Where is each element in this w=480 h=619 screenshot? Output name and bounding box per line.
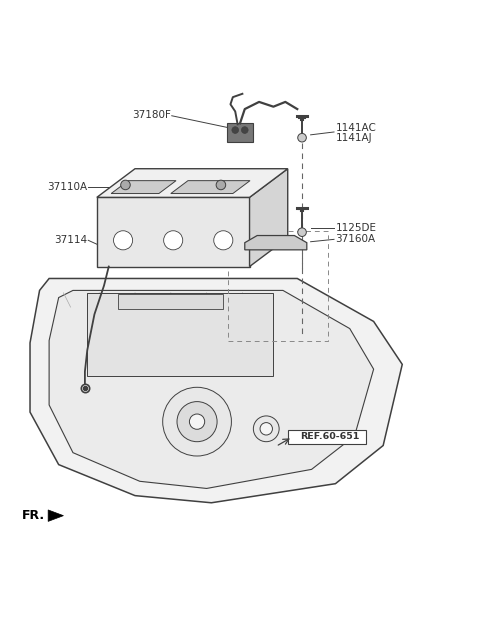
Circle shape: [190, 414, 204, 430]
Polygon shape: [49, 290, 373, 488]
Polygon shape: [250, 169, 288, 267]
Circle shape: [298, 228, 306, 236]
Circle shape: [232, 127, 239, 134]
Text: 1141AJ: 1141AJ: [336, 132, 372, 143]
Bar: [227, 123, 253, 142]
Circle shape: [164, 231, 183, 250]
Circle shape: [163, 387, 231, 456]
Polygon shape: [111, 181, 176, 194]
Circle shape: [260, 423, 273, 435]
Circle shape: [216, 180, 226, 189]
Circle shape: [120, 180, 130, 189]
Circle shape: [114, 231, 132, 250]
Polygon shape: [245, 236, 307, 250]
Circle shape: [253, 416, 279, 442]
Text: 37110A: 37110A: [47, 182, 87, 192]
Polygon shape: [97, 197, 250, 267]
Bar: [228, 231, 328, 340]
Text: 37160A: 37160A: [336, 235, 375, 245]
Text: 37180F: 37180F: [132, 110, 171, 120]
Text: 1125DE: 1125DE: [336, 223, 376, 233]
Polygon shape: [171, 181, 250, 194]
Polygon shape: [87, 293, 274, 376]
Polygon shape: [97, 169, 288, 197]
Circle shape: [177, 402, 217, 442]
Text: 37114: 37114: [54, 235, 87, 245]
Circle shape: [214, 231, 233, 250]
Bar: [118, 294, 223, 310]
Text: FR.: FR.: [22, 509, 45, 522]
Polygon shape: [30, 279, 402, 503]
Circle shape: [241, 127, 248, 134]
Polygon shape: [48, 510, 63, 521]
Text: 1141AC: 1141AC: [336, 123, 376, 133]
Bar: [288, 430, 366, 444]
Circle shape: [298, 134, 306, 142]
Text: REF.60-651: REF.60-651: [300, 433, 359, 441]
